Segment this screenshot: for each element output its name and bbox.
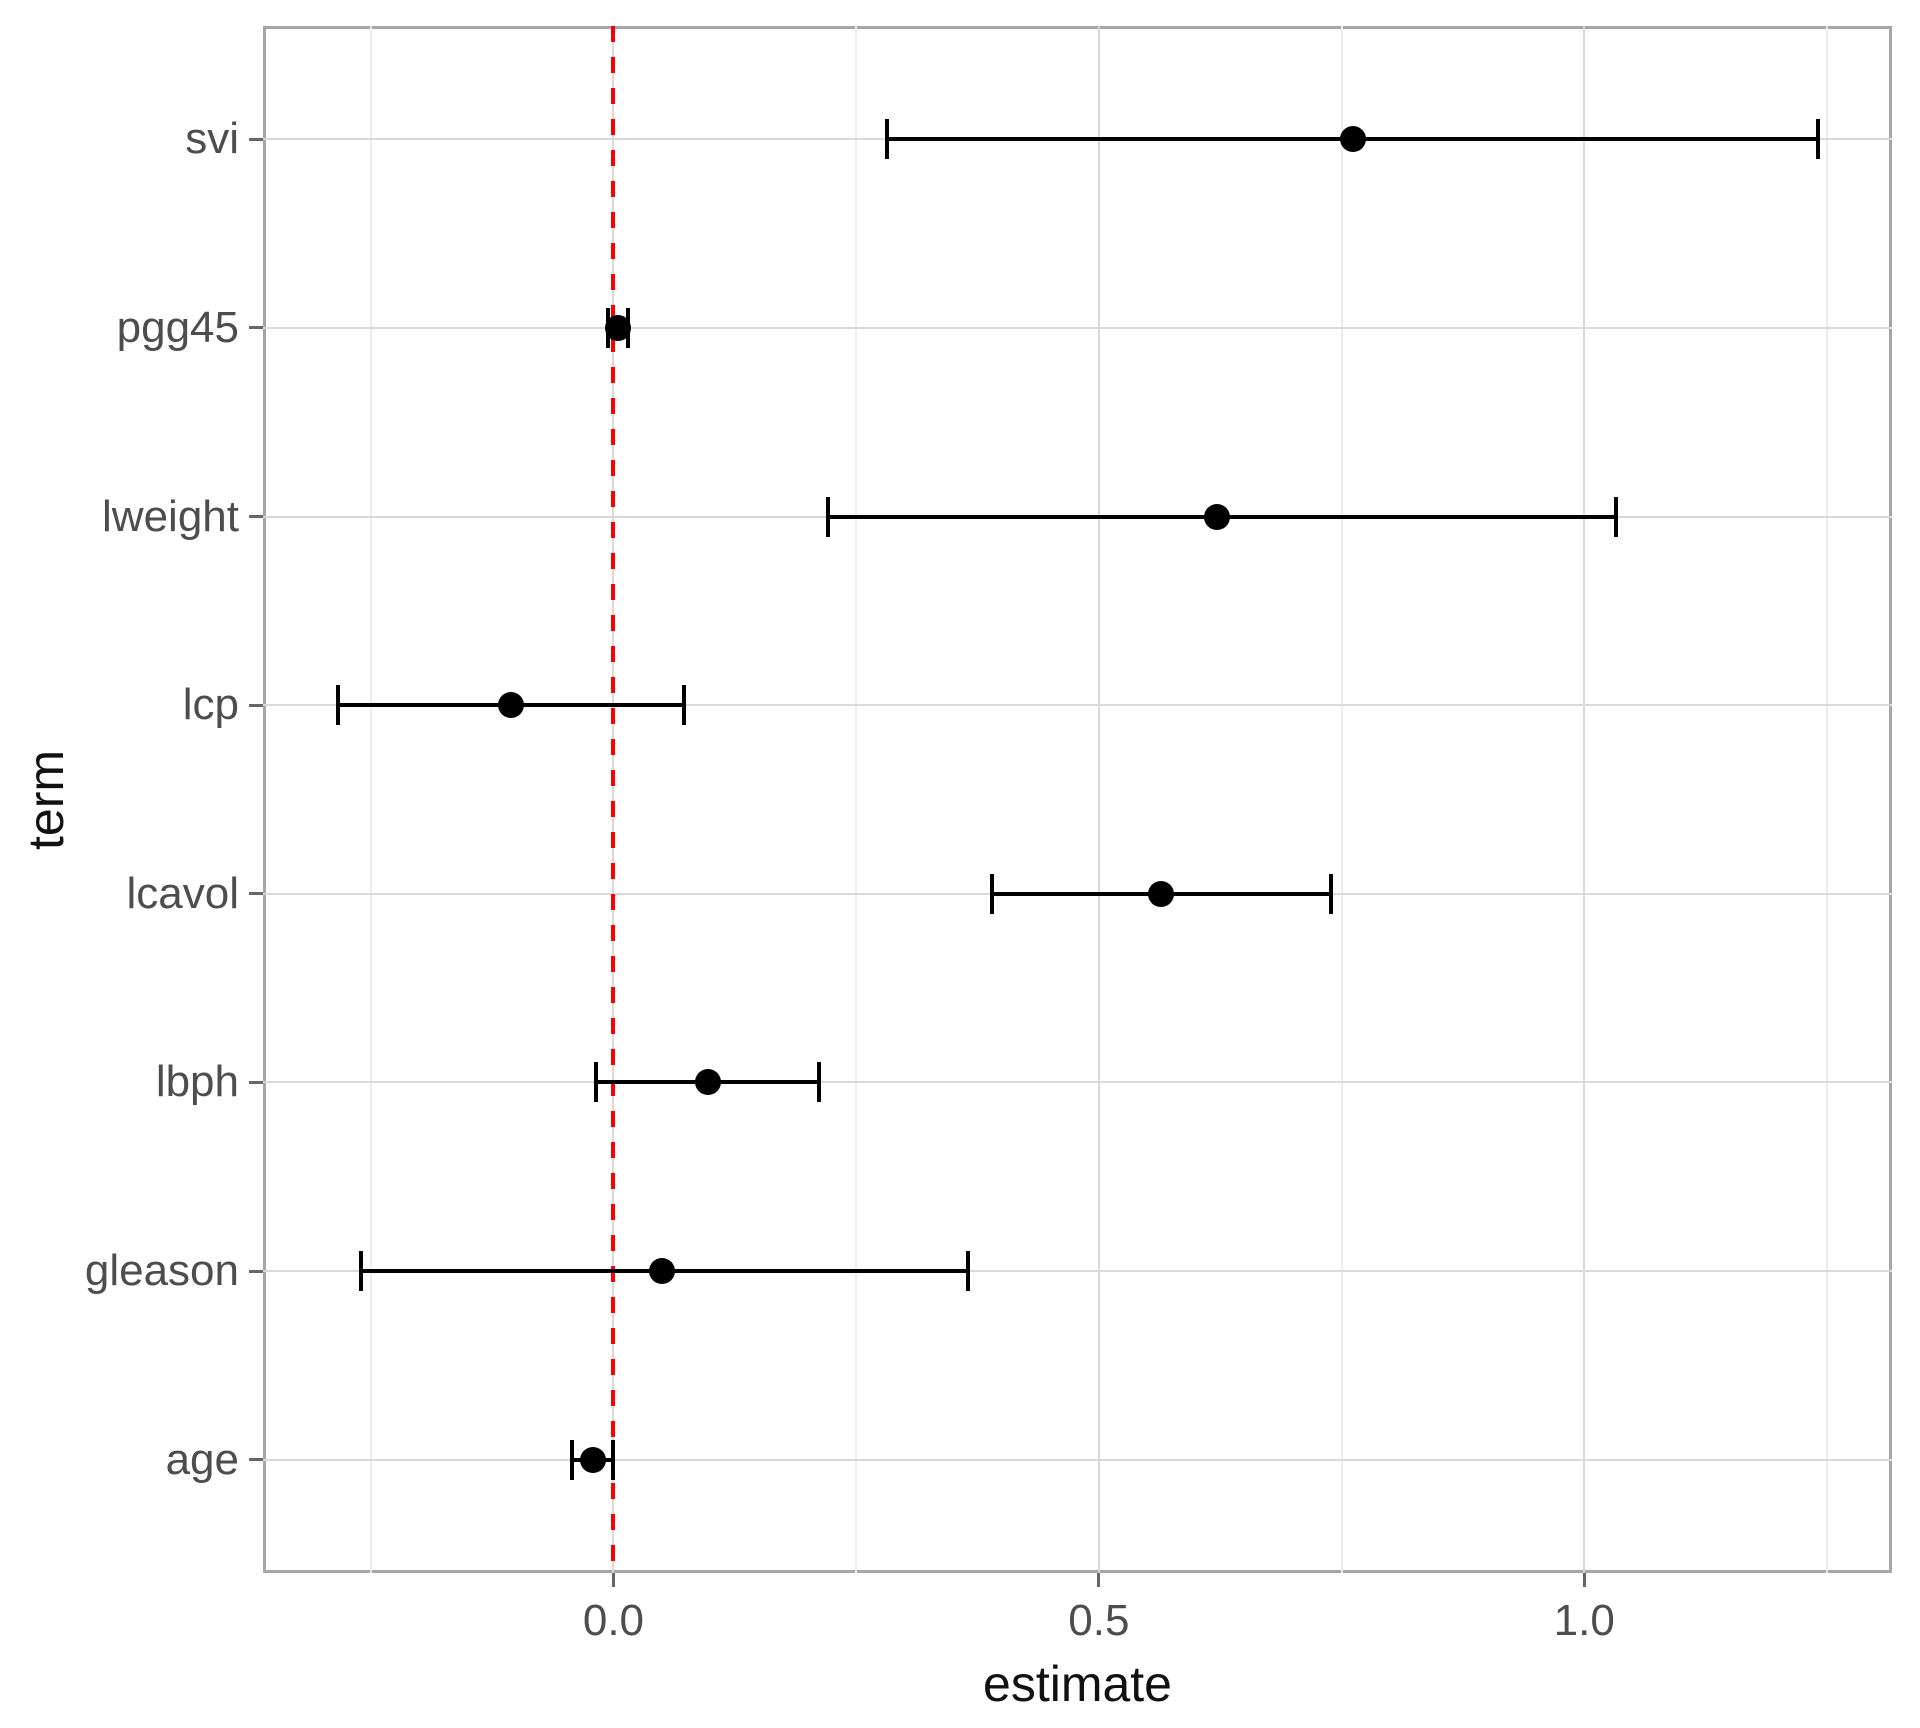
gridline-minor-x bbox=[855, 26, 858, 1573]
y-tick-label-gleason: gleason bbox=[84, 1246, 239, 1296]
errorbar-cap-low-svi bbox=[885, 119, 890, 160]
x-tick-mark-0.5 bbox=[1097, 1573, 1101, 1587]
point-age bbox=[580, 1446, 607, 1473]
y-tick-mark-svi bbox=[249, 137, 263, 141]
point-gleason bbox=[648, 1258, 675, 1285]
point-lcp bbox=[497, 692, 524, 719]
x-tick-label-1.0: 1.0 bbox=[1553, 1596, 1615, 1645]
y-axis-title: term bbox=[18, 749, 74, 850]
x-tick-label-0.5: 0.5 bbox=[1068, 1596, 1130, 1645]
y-tick-mark-gleason bbox=[249, 1269, 263, 1273]
zero-reference-line bbox=[611, 26, 616, 1573]
errorbar-cap-low-lcavol bbox=[990, 873, 995, 914]
plot-panel bbox=[263, 26, 1892, 1573]
errorbar-cap-high-svi bbox=[1816, 119, 1821, 160]
gridline-major-y bbox=[263, 1270, 1892, 1273]
y-tick-label-lweight: lweight bbox=[102, 491, 239, 541]
y-tick-label-svi: svi bbox=[185, 114, 239, 164]
y-tick-label-lcp: lcp bbox=[182, 680, 239, 730]
errorbar-cap-low-gleason bbox=[359, 1251, 364, 1292]
errorbar-cap-high-age bbox=[611, 1439, 616, 1480]
point-svi bbox=[1340, 126, 1367, 153]
point-pgg45 bbox=[605, 314, 632, 341]
gridline-minor-x bbox=[1340, 26, 1343, 1573]
gridline-minor-x bbox=[1825, 26, 1828, 1573]
y-tick-label-pgg45: pgg45 bbox=[116, 302, 239, 352]
gridline-major-y bbox=[263, 704, 1892, 707]
gridline-major-y bbox=[263, 1458, 1892, 1461]
errorbar-cap-high-lcp bbox=[682, 685, 687, 726]
errorbar-cap-low-lbph bbox=[593, 1062, 598, 1103]
point-lweight bbox=[1204, 503, 1231, 530]
y-tick-mark-age bbox=[249, 1458, 263, 1462]
x-tick-label-0.0: 0.0 bbox=[582, 1596, 645, 1645]
gridline-major-y bbox=[263, 326, 1892, 329]
gridline-major-x bbox=[1583, 26, 1586, 1573]
y-tick-label-lcavol: lcavol bbox=[126, 868, 240, 918]
point-lcavol bbox=[1147, 880, 1174, 907]
y-tick-mark-lcavol bbox=[249, 892, 263, 896]
y-tick-label-lbph: lbph bbox=[155, 1057, 239, 1107]
errorbar-cap-low-lcp bbox=[335, 685, 340, 726]
x-tick-mark-1.0 bbox=[1582, 1573, 1586, 1587]
errorbar-cap-high-lweight bbox=[1614, 496, 1619, 537]
y-tick-mark-lbph bbox=[249, 1080, 263, 1084]
errorbar-cap-high-lcavol bbox=[1328, 873, 1333, 914]
y-tick-mark-pgg45 bbox=[249, 326, 263, 330]
point-lbph bbox=[694, 1069, 721, 1096]
gridline-minor-x bbox=[369, 26, 372, 1573]
gridline-major-x bbox=[1097, 26, 1100, 1573]
errorbar-cap-high-lbph bbox=[817, 1062, 822, 1103]
errorbar-cap-high-gleason bbox=[965, 1251, 970, 1292]
gridline-major-y bbox=[263, 1081, 1892, 1084]
x-axis-title: estimate bbox=[983, 1656, 1172, 1712]
x-tick-mark-0.0 bbox=[611, 1573, 615, 1587]
y-tick-label-age: age bbox=[165, 1434, 239, 1484]
errorbar-cap-low-age bbox=[569, 1439, 574, 1480]
errorbar-cap-low-lweight bbox=[826, 496, 830, 537]
y-tick-mark-lweight bbox=[249, 515, 263, 518]
y-tick-mark-lcp bbox=[249, 703, 263, 707]
